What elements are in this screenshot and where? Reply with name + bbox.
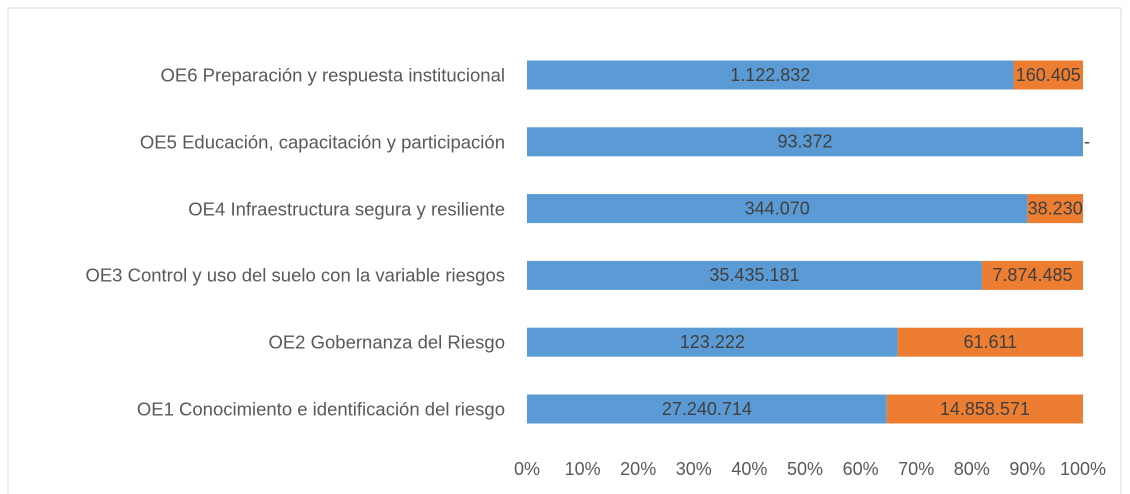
- x-tick-label: 50%: [787, 459, 823, 479]
- y-tick-label: OE5 Educación, capacitación y participac…: [139, 131, 505, 153]
- data-label: 61.611: [963, 332, 1017, 352]
- data-label: 344.070: [745, 198, 810, 218]
- bar-segment: [527, 260, 982, 290]
- data-label: 35.435.181: [709, 265, 799, 285]
- bar-segment: [527, 127, 1083, 157]
- bar-segment: [527, 60, 1014, 90]
- x-tick-label: 20%: [620, 459, 656, 479]
- data-label: -: [1084, 132, 1090, 152]
- x-tick-label: 100%: [1060, 459, 1106, 479]
- x-tick-label: 80%: [954, 459, 990, 479]
- bar-segment: [1013, 60, 1083, 90]
- x-tick-label: 10%: [565, 459, 601, 479]
- data-label: 160.405: [1016, 65, 1081, 85]
- data-label: 7.874.485: [992, 265, 1072, 285]
- bar-segment: [527, 394, 887, 424]
- x-tick-label: 40%: [731, 459, 767, 479]
- x-tick-label: 70%: [898, 459, 934, 479]
- data-label: 27.240.714: [662, 399, 752, 419]
- bar-segment: [981, 260, 1083, 290]
- data-label: 1.122.832: [730, 65, 810, 85]
- y-tick-label: OE3 Control y uso del suelo con la varia…: [85, 264, 505, 286]
- data-label: 123.222: [680, 332, 745, 352]
- bar-segment: [527, 327, 898, 357]
- bar-segment: [897, 327, 1083, 357]
- y-tick-label: OE4 Infraestructura segura y resiliente: [188, 198, 505, 220]
- bar-segment: [886, 394, 1083, 424]
- bar-segment: [527, 194, 1028, 224]
- x-tick-label: 30%: [676, 459, 712, 479]
- y-tick-label: OE1 Conocimiento e identificación del ri…: [136, 398, 505, 420]
- x-tick-label: 60%: [843, 459, 879, 479]
- data-label: 38.230: [1028, 198, 1083, 218]
- x-tick-label: 90%: [1009, 459, 1045, 479]
- chart-frame: [7, 7, 1122, 494]
- data-label: 14.858.571: [940, 399, 1030, 419]
- bar-segment: [1027, 194, 1083, 224]
- y-tick-label: OE2 Gobernanza del Riesgo: [268, 331, 505, 353]
- y-tick-label: OE6 Preparación y respuesta instituciona…: [160, 64, 506, 86]
- data-label: 93.372: [777, 132, 832, 152]
- x-tick-label: 0%: [514, 459, 540, 479]
